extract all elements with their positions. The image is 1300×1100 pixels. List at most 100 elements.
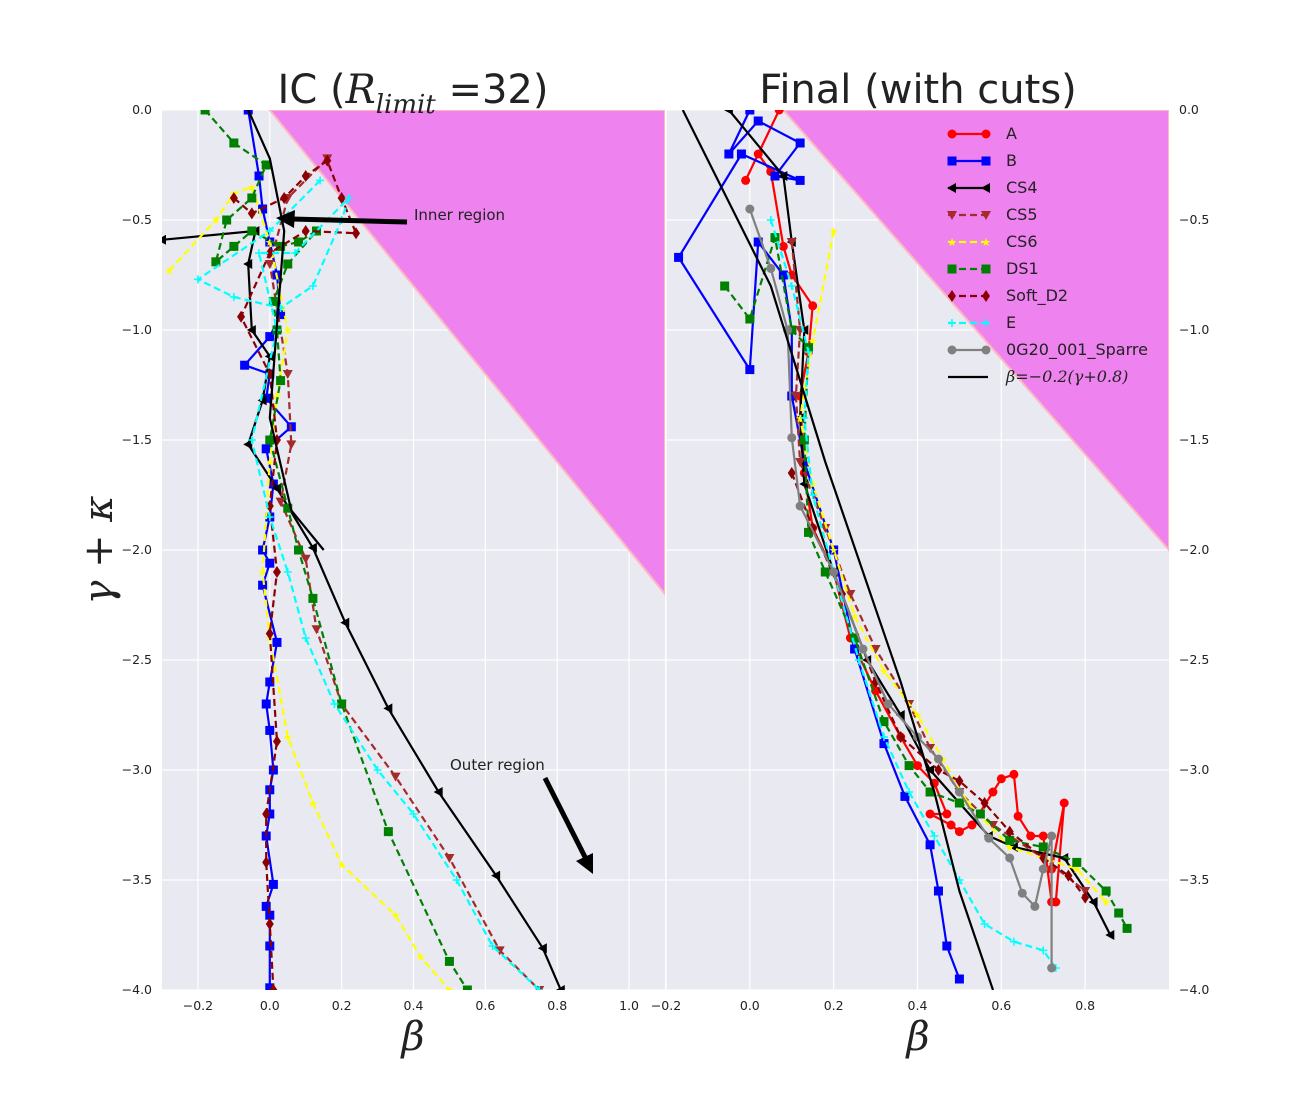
x-tick-label: 0.0 — [740, 998, 760, 1013]
data-point — [276, 241, 286, 251]
data-point — [257, 395, 267, 406]
data-point — [1059, 853, 1069, 863]
right-xlabel: β — [904, 1014, 929, 1060]
data-point — [261, 699, 271, 709]
series-e — [766, 216, 1060, 972]
data-point — [800, 414, 809, 422]
y-tick-label: −2.0 — [1179, 542, 1209, 557]
data-point — [1114, 908, 1124, 918]
data-point — [276, 310, 286, 320]
data-point — [942, 941, 952, 951]
data-point — [905, 788, 914, 796]
legend-item: CS5 — [947, 205, 1038, 224]
data-point — [808, 301, 818, 311]
legend-marker — [981, 129, 991, 139]
right-tick-labels: −0.2 0.0 0.2 0.4 0.6 0.8 0.0 −0.5 −1.0 −1.5 −2.0 −2… — [651, 102, 1210, 1013]
data-point — [766, 216, 775, 224]
x-tick-label: 0.2 — [824, 998, 844, 1013]
data-point — [555, 985, 565, 990]
legend: AB CS4 CS5 ★ ★ CS6 DS1 Soft_D2 E 0G20_001_Sparre β… — [947, 124, 1148, 386]
data-point — [896, 731, 905, 743]
data-point — [272, 637, 282, 647]
data-point — [724, 149, 734, 159]
left-title-prefix: IC ( — [278, 67, 346, 113]
data-point — [294, 237, 304, 247]
data-point: ★ — [337, 859, 347, 872]
data-point — [290, 249, 299, 257]
left-tick-labels: −0.2 0.0 0.2 0.4 0.6 0.8 1.0 0.0 −0.5 −1.0 −1.5 −2.… — [122, 102, 639, 1013]
data-point — [383, 827, 393, 837]
x-tick-label: 0.8 — [1075, 998, 1095, 1013]
data-point — [311, 625, 322, 635]
data-point — [820, 567, 830, 577]
data-point — [790, 392, 801, 401]
data-point — [1047, 963, 1057, 973]
legend-marker: ★ — [981, 236, 991, 249]
data-point: ★ — [308, 797, 318, 810]
data-point — [307, 542, 317, 553]
data-point — [745, 204, 755, 214]
data-point — [294, 545, 304, 555]
data-point — [933, 886, 943, 896]
data-point — [265, 435, 275, 445]
data-point — [265, 725, 275, 735]
left-title-sub: limit — [376, 90, 437, 120]
data-point — [301, 170, 310, 182]
left-forbidden-region — [268, 110, 665, 596]
data-point — [808, 491, 817, 499]
legend-label: E — [1006, 313, 1016, 332]
data-point — [265, 983, 275, 990]
data-point — [753, 237, 763, 247]
data-point — [265, 247, 274, 259]
data-point — [980, 797, 989, 809]
data-point — [720, 281, 730, 291]
data-point — [243, 259, 253, 269]
data-point — [858, 644, 868, 654]
data-point — [1005, 853, 1015, 863]
data-point — [265, 558, 275, 568]
data-point — [795, 501, 805, 511]
data-point: ★ — [283, 324, 293, 337]
data-point — [258, 545, 268, 555]
left-panel-title: IC (Rlimit =32) — [278, 67, 549, 120]
data-point — [265, 500, 274, 512]
data-point: ★ — [1072, 863, 1082, 876]
data-point — [1030, 901, 1040, 911]
data-point — [879, 739, 889, 749]
data-point — [1081, 891, 1090, 904]
data-point — [933, 754, 943, 764]
x-tick-label: 0.2 — [332, 998, 352, 1013]
left-panel: ★★★★★★★★★★★★★★★★ −0.20.00.20.40.60.81.00… — [76, 67, 665, 1060]
outer-region-label: Outer region — [450, 756, 545, 774]
y-tick-label: −2.0 — [122, 542, 152, 557]
data-point — [1122, 923, 1132, 933]
data-point — [535, 986, 544, 990]
data-point — [954, 798, 964, 808]
data-point — [799, 435, 809, 445]
series-line — [728, 110, 1112, 936]
legend-marker — [981, 183, 990, 193]
data-point — [895, 710, 905, 720]
data-point — [373, 766, 382, 774]
right-forbidden-region — [782, 110, 1169, 552]
data-point — [996, 774, 1006, 784]
data-point — [246, 325, 256, 335]
series--0-2-0-8- — [681, 110, 995, 990]
data-point — [925, 787, 935, 797]
inner-region-label: Inner region — [414, 206, 505, 224]
series--0-2-0-8- — [247, 110, 325, 551]
x-tick-label: −0.2 — [183, 998, 213, 1013]
legend-label: A — [1006, 124, 1017, 143]
data-point — [323, 154, 332, 167]
legend-label: B — [1006, 151, 1017, 170]
data-point: ★ — [265, 456, 275, 469]
data-point — [984, 833, 994, 843]
data-point — [247, 436, 256, 444]
data-point — [778, 241, 788, 251]
y-tick-label: −0.5 — [122, 212, 152, 227]
data-point — [316, 176, 325, 185]
legend-item: A — [947, 124, 1017, 143]
x-tick-label: 0.8 — [547, 998, 567, 1013]
data-point — [954, 787, 964, 797]
legend-label: CS4 — [1006, 178, 1038, 197]
